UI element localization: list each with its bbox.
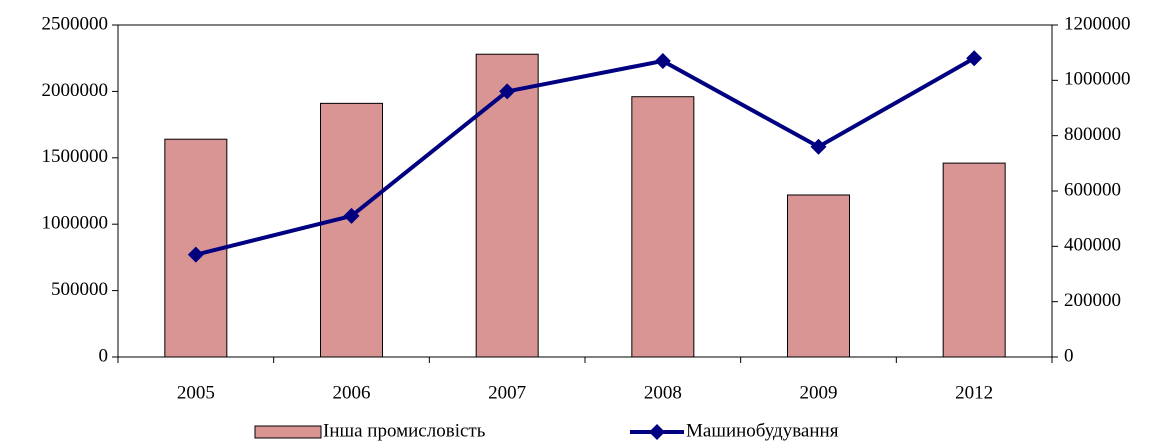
bar	[320, 102, 383, 358]
y-tick-label: 500000	[51, 279, 108, 300]
x-tick-label: 2008	[644, 382, 682, 403]
marker	[810, 138, 827, 155]
legend-marker	[649, 424, 665, 440]
y2-tick-label: 800000	[1064, 124, 1121, 145]
bar	[942, 162, 1006, 358]
y2-tick-label: 400000	[1064, 235, 1121, 256]
y2-tick-label: 200000	[1064, 290, 1121, 311]
marker	[966, 50, 983, 67]
y-tick-label: 2000000	[42, 80, 109, 101]
legend-swatch	[254, 425, 322, 439]
y2-tick-label: 0	[1064, 345, 1074, 366]
y-tick-label: 1000000	[42, 213, 109, 234]
x-tick-label: 2009	[800, 382, 838, 403]
bar	[787, 194, 850, 358]
line	[195, 56, 976, 257]
legend-label: Інша промисловість	[323, 420, 486, 441]
bar	[475, 53, 539, 358]
marker	[343, 207, 360, 224]
x-tick-label: 2006	[333, 382, 371, 403]
y2-tick-label: 1000000	[1064, 69, 1131, 90]
legend-label: Машинобудування	[686, 420, 839, 441]
marker	[187, 246, 204, 263]
y2-tick-label: 600000	[1064, 179, 1121, 200]
x-tick-label: 2005	[177, 382, 215, 403]
y2-tick-label: 1200000	[1064, 13, 1131, 34]
x-tick-label: 2007	[488, 382, 526, 403]
marker	[654, 52, 671, 69]
bar	[631, 96, 695, 358]
y-tick-label: 1500000	[42, 146, 109, 167]
y-tick-label: 2500000	[42, 13, 109, 34]
x-tick-label: 2012	[955, 382, 993, 403]
marker	[499, 83, 516, 100]
y-tick-label: 0	[99, 345, 109, 366]
